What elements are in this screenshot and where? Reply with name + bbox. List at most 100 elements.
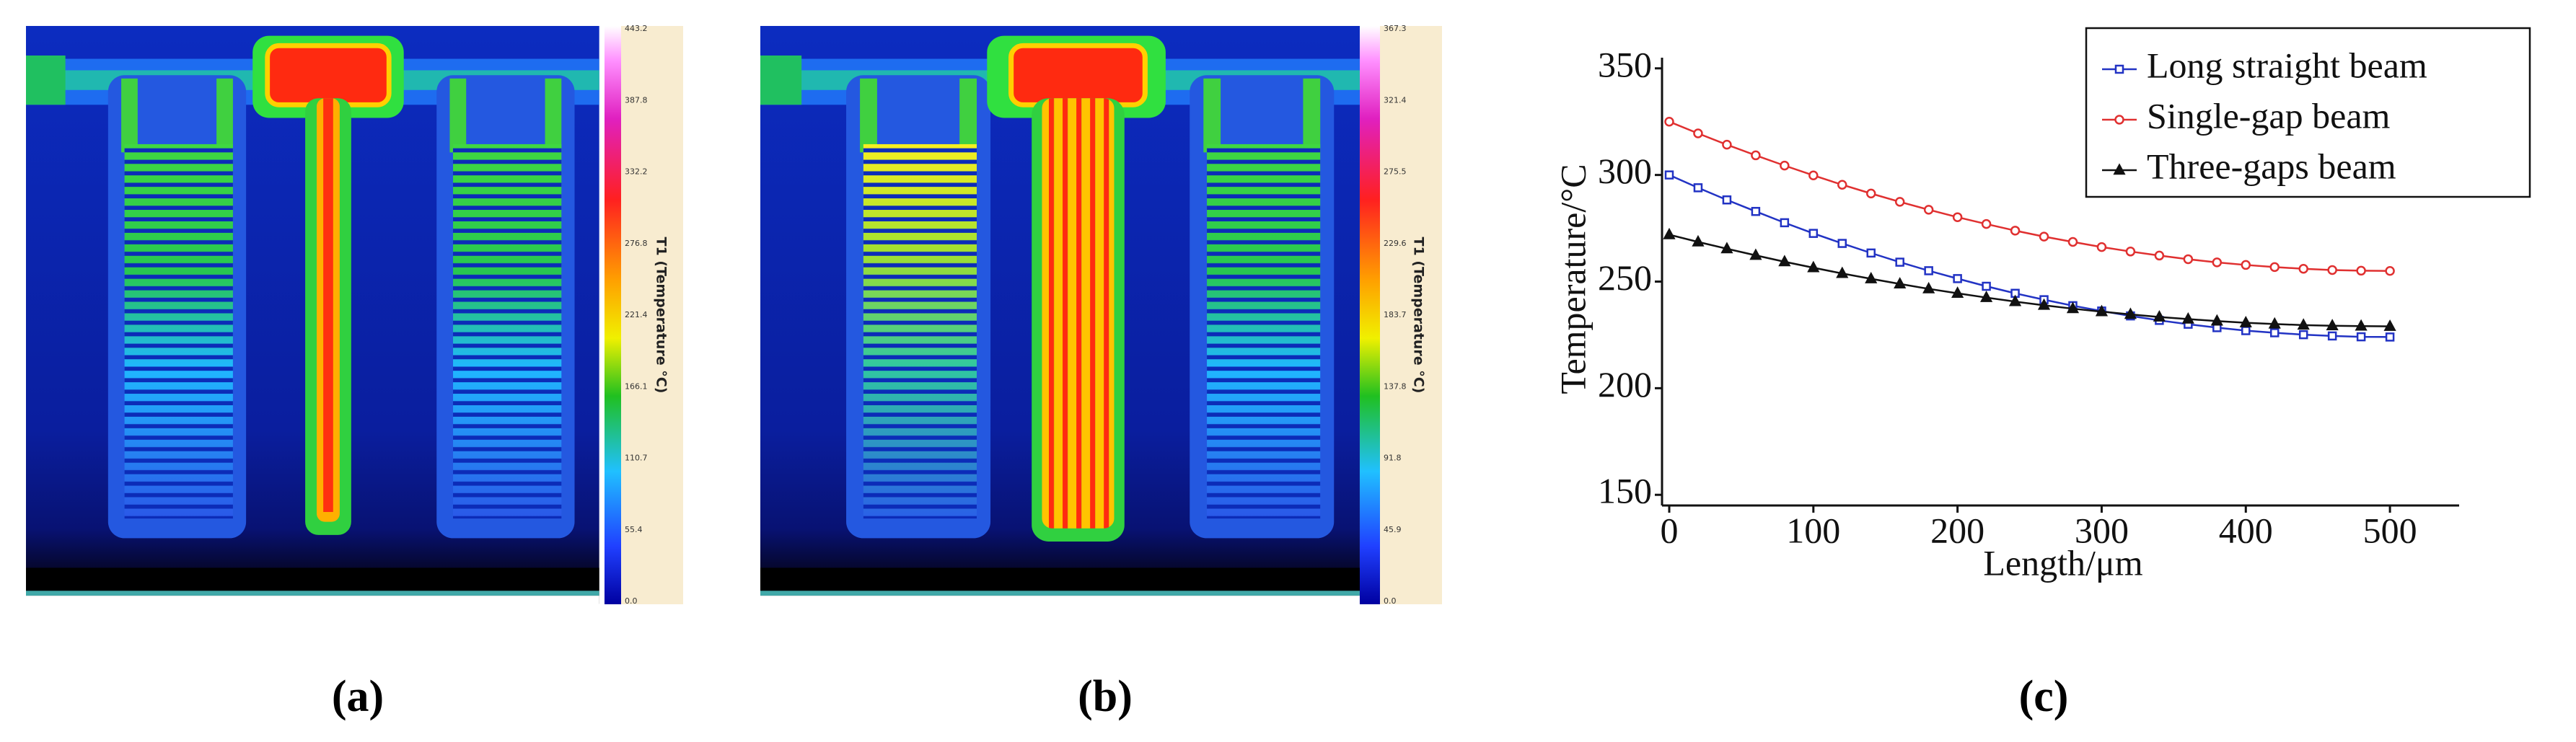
legend-marker <box>2114 115 2124 125</box>
colorbar-tick-label: 443.2 <box>625 24 648 33</box>
y-tick-label: 300 <box>1598 151 1652 191</box>
colorbar-tick-label: 55.4 <box>625 525 643 534</box>
thermal-image-b <box>760 26 1360 604</box>
colorbar-tick-label: 45.9 <box>1384 525 1402 534</box>
colorbar-tick-label: 276.8 <box>625 239 648 248</box>
marker <box>2383 319 2396 331</box>
marker <box>1780 218 1790 228</box>
marker <box>1778 255 1791 267</box>
colorbar-tick-label: 110.7 <box>625 454 648 463</box>
marker <box>1836 266 1849 278</box>
marker <box>1664 170 1674 180</box>
marker <box>2037 298 2051 310</box>
marker <box>1953 274 1962 283</box>
marker <box>2385 265 2395 276</box>
marker <box>2241 326 2251 335</box>
colorbar-panel <box>1380 26 1442 604</box>
marker <box>2356 265 2366 276</box>
marker <box>2212 257 2223 268</box>
x-axis-title: Length/μm <box>1983 542 2142 583</box>
colorbar-title: T1 (Temperature °C) <box>1411 237 1427 394</box>
marker <box>1751 150 1761 161</box>
colorbar <box>605 26 621 604</box>
series-line <box>1669 174 2391 338</box>
x-tick-label: 300 <box>2075 510 2129 550</box>
marker <box>1720 242 1733 254</box>
colorbar-tick-label: 91.8 <box>1384 454 1402 463</box>
colorbar-tick-label: 166.1 <box>625 381 648 391</box>
colorbar-tick-label: 221.4 <box>625 310 648 319</box>
colorbar-tick-label: 137.8 <box>1384 381 1407 391</box>
marker <box>2067 237 2078 247</box>
panel-label: (c) <box>2019 672 2069 721</box>
marker <box>2210 314 2223 326</box>
marker <box>2327 265 2337 275</box>
marker <box>1924 266 1933 275</box>
marker <box>1663 227 1676 239</box>
marker <box>2010 226 2021 236</box>
y-tick-label: 200 <box>1598 364 1652 405</box>
marker <box>1979 291 1993 302</box>
colorbar <box>1360 26 1380 604</box>
marker <box>1866 248 1876 258</box>
marker <box>2356 332 2366 342</box>
marker <box>1865 188 1876 199</box>
marker <box>1692 234 1705 247</box>
marker <box>2096 242 2107 252</box>
marker <box>2124 307 2137 319</box>
marker <box>1951 286 1964 299</box>
marker <box>1952 212 1963 222</box>
legend-label: Single-gap beam <box>2147 95 2391 136</box>
x-tick-label: 200 <box>1930 510 1984 550</box>
marker <box>1922 281 1935 293</box>
series-line <box>1669 234 2391 327</box>
colorbar-ticks: 367.3 321.4 275.5 229.6 183.7 137.8 91.8 45.9 0.… <box>1384 24 1407 606</box>
y-axis-title: Temperature/°C <box>1552 164 1593 394</box>
x-tick-label: 400 <box>2219 510 2273 550</box>
marker <box>2297 318 2310 330</box>
marker <box>2154 250 2165 261</box>
marker <box>1894 277 1907 289</box>
marker <box>1749 248 1762 260</box>
marker <box>1693 183 1703 193</box>
marker <box>1780 160 1790 171</box>
marker <box>2066 301 2080 314</box>
marker <box>1722 195 1732 205</box>
marker <box>2008 294 2022 306</box>
colorbar-tick-label: 0.0 <box>625 596 638 606</box>
marker <box>1807 260 1820 273</box>
marker <box>1664 116 1674 127</box>
legend-marker <box>2113 163 2126 175</box>
marker <box>2181 312 2194 324</box>
y-tick-label: 250 <box>1598 257 1652 298</box>
marker <box>2326 319 2339 330</box>
x-tick-label: 500 <box>2363 510 2417 550</box>
marker <box>2268 317 2281 329</box>
colorbar-tick-label: 387.8 <box>625 95 648 105</box>
marker <box>2183 254 2194 265</box>
colorbar-ticks: 443.2 387.8 332.2 276.8 221.4 166.1 110.7 55.4 0… <box>625 24 648 606</box>
colorbar-tick-label: 332.2 <box>625 167 648 177</box>
legend-label: Long straight beam <box>2147 45 2427 85</box>
marker <box>1808 229 1819 238</box>
line-chart: Temperature/°C Length/μm 150 200 250 300 350… <box>1552 27 2531 583</box>
legend-label: Three-gaps beam <box>2147 146 2396 186</box>
marker <box>1693 128 1703 138</box>
colorbar-tick-label: 367.3 <box>1384 24 1407 33</box>
marker <box>2153 309 2166 322</box>
marker <box>2327 331 2337 341</box>
marker <box>1894 197 1905 207</box>
marker <box>2269 328 2280 337</box>
marker <box>1895 257 1904 267</box>
y-tick-label: 150 <box>1598 471 1652 511</box>
legend: Long straight beam Single-gap beam Three-g… <box>2085 27 2531 198</box>
marker <box>1837 239 1847 248</box>
marker <box>1923 205 1934 215</box>
y-tick-label: 350 <box>1598 44 1652 84</box>
panel-label: (a) <box>332 672 384 721</box>
marker <box>1982 281 1991 291</box>
marker <box>1981 218 1992 229</box>
colorbar-tick-label: 0.0 <box>1384 596 1397 606</box>
